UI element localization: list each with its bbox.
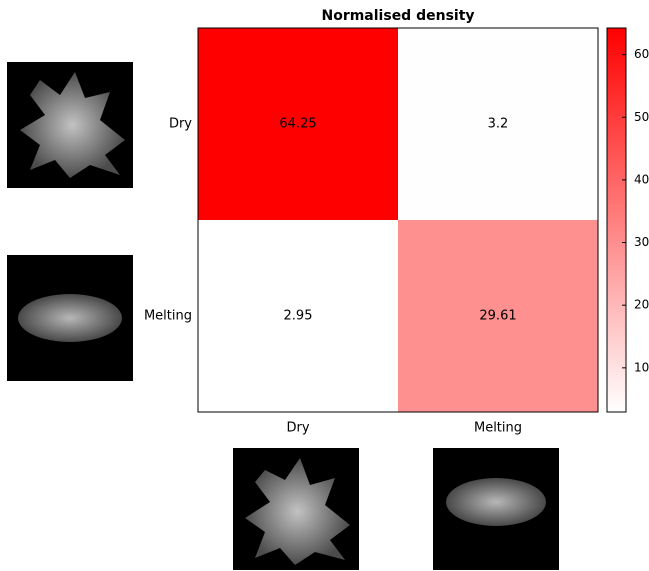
- colorbar-tick-label: 10: [634, 360, 649, 374]
- y-tick-label: Melting: [144, 309, 192, 324]
- image-dry-bottom: [233, 448, 359, 570]
- cell-label: 64.25: [279, 117, 316, 132]
- colorbar-tick-label: 50: [634, 110, 649, 124]
- x-tick-label: Dry: [286, 421, 309, 436]
- chart: Normalised density 64.25 3.2 2.95 29.61 Dry M…: [0, 0, 649, 571]
- x-tick-label: Melting: [474, 421, 522, 436]
- y-tick-label: Dry: [169, 117, 192, 132]
- colorbar-tick-label: 20: [634, 298, 649, 312]
- image-melting-bottom: [433, 448, 559, 570]
- colorbar-tick-label: 40: [634, 172, 649, 186]
- image-dry-left: [7, 62, 133, 188]
- image-melting-left: [7, 255, 133, 381]
- cell-label: 2.95: [284, 309, 313, 324]
- colorbar: [607, 28, 626, 412]
- cell-label: 3.2: [488, 117, 509, 132]
- chart-title: Normalised density: [321, 8, 474, 24]
- colorbar-tick-label: 60: [634, 47, 649, 61]
- cell-label: 29.61: [479, 309, 516, 324]
- page: {"chart_data": {"type": "heatmap", "titl…: [0, 0, 649, 571]
- colorbar-tick-label: 30: [634, 235, 649, 249]
